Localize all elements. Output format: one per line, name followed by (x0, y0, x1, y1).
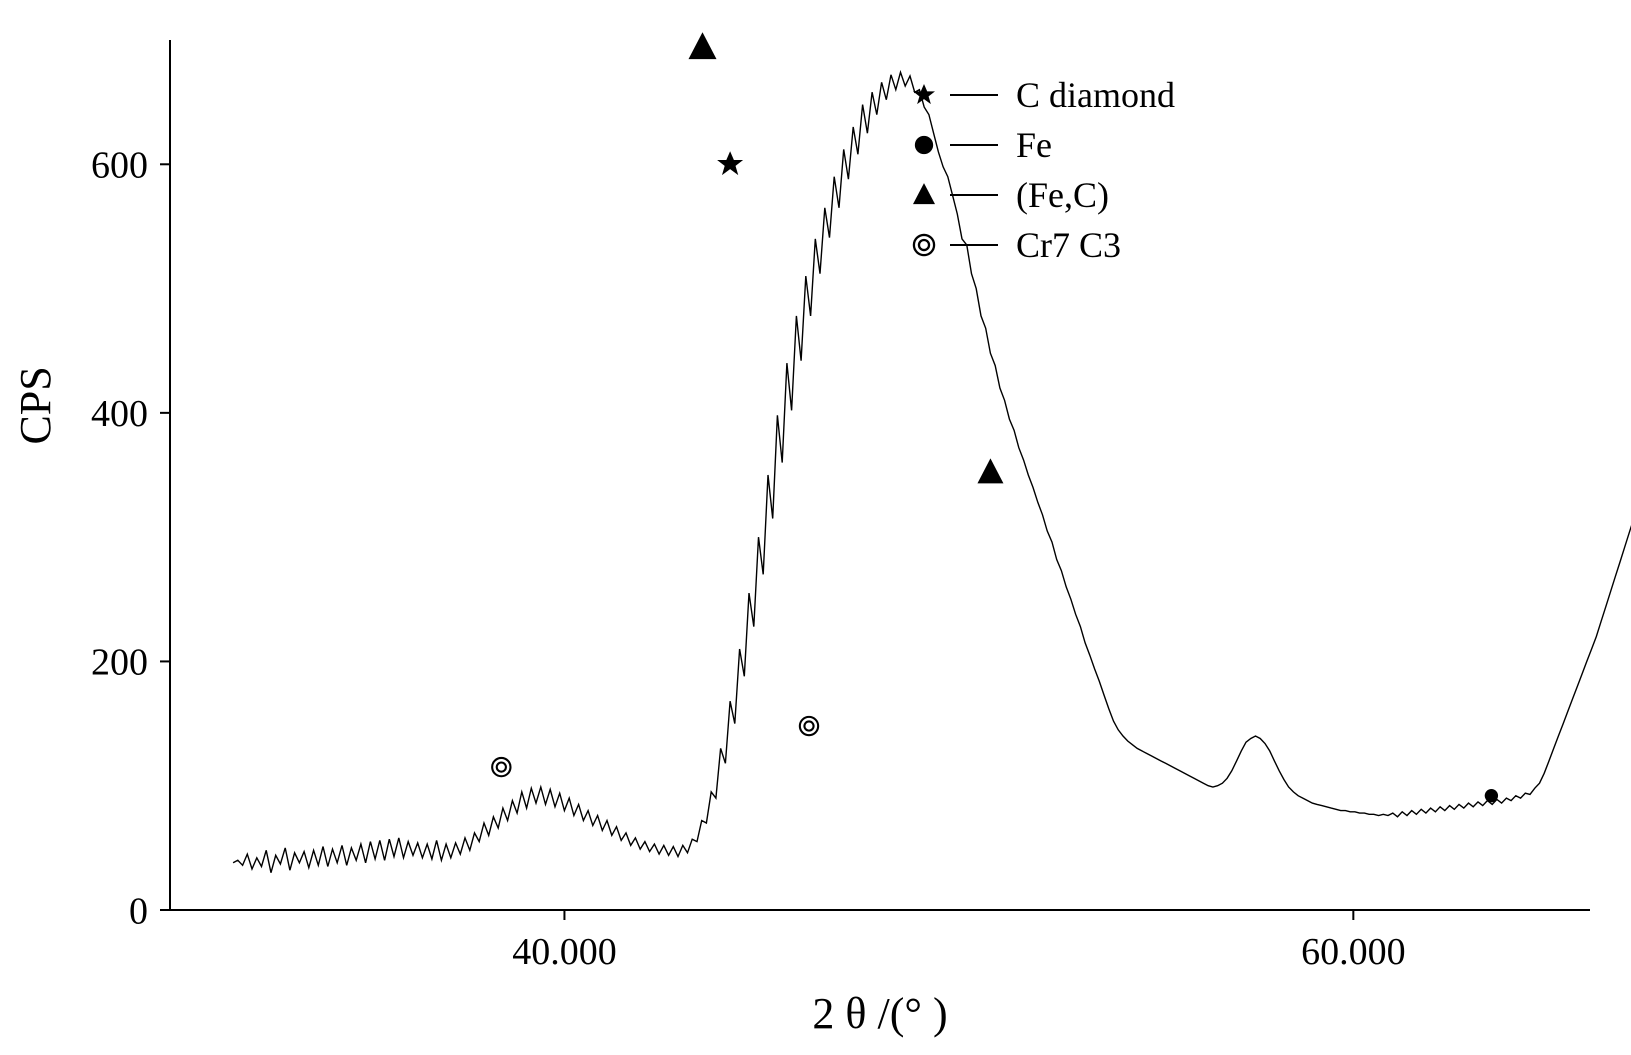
y-axis-label: CPS (11, 366, 60, 444)
circle-icon (915, 136, 933, 154)
xrd-chart: 0 200 400 600 40.000 60.000 C diamond Fe (Fe,C)… (0, 0, 1631, 1055)
legend-label: C diamond (1016, 75, 1175, 115)
y-tick-label: 200 (91, 642, 148, 684)
chart-background (0, 0, 1631, 1055)
legend-label: (Fe,C) (1016, 175, 1109, 215)
y-tick-label: 400 (91, 393, 148, 435)
x-tick-label: 60.000 (1301, 931, 1406, 973)
y-tick-label: 600 (91, 145, 148, 187)
x-axis-label: 2 θ /(° ) (812, 989, 947, 1038)
legend-label: Fe (1016, 125, 1052, 165)
peak-marker-circle (1485, 789, 1498, 802)
legend-label: Cr7 C3 (1016, 225, 1121, 265)
x-tick-label: 40.000 (512, 931, 617, 973)
y-tick-label: 0 (129, 890, 148, 932)
